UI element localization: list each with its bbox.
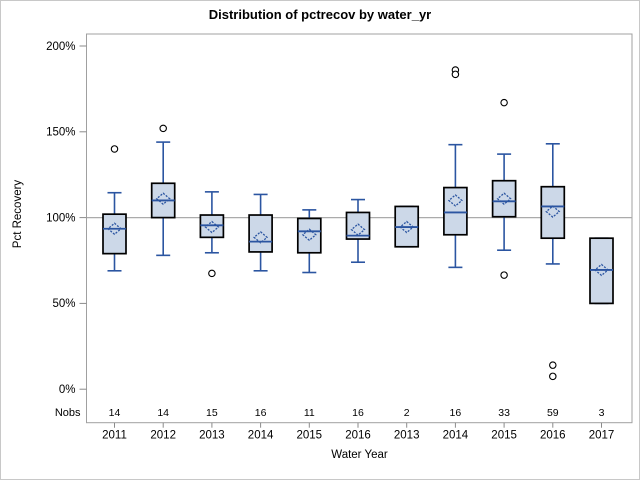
mean-diamond [593, 263, 610, 277]
y-tick-label: 0% [59, 384, 76, 396]
box-3-2014 [248, 214, 273, 253]
outlier-point [451, 70, 460, 79]
mean-diamond [301, 228, 317, 242]
outlier-point [500, 98, 508, 107]
mean-diamond [399, 220, 415, 234]
y-tick-label: 150% [46, 127, 75, 139]
x-tick-label: 2013 [394, 430, 420, 442]
box-8-2015 [491, 179, 517, 218]
nobs-value: 33 [498, 407, 510, 419]
x-tick-label: 2016 [345, 430, 371, 442]
mean-diamond [447, 194, 463, 207]
box-5-2016 [345, 211, 371, 240]
mean-diamond [545, 205, 561, 218]
mean-diamond [106, 222, 123, 236]
box-9-2016 [540, 185, 566, 240]
y-tick-label: 100% [46, 212, 75, 224]
nobs-value: 59 [547, 407, 559, 419]
nobs-value: 16 [255, 407, 267, 419]
x-tick-label: 2017 [589, 430, 615, 442]
chart-title: Distribution of pctrecov by water_yr [208, 7, 432, 22]
nobs-value: 15 [206, 407, 218, 419]
x-tick-label: 2016 [540, 430, 566, 442]
outlier-point [549, 361, 557, 369]
nobs-value: 16 [450, 407, 462, 419]
outlier-point [159, 124, 167, 133]
outlier-point [208, 269, 216, 278]
nobs-value: 2 [404, 407, 410, 419]
outlier-point [500, 271, 508, 279]
mean-diamond [204, 220, 220, 234]
y-tick-label: 50% [52, 298, 75, 310]
outlier-point [110, 145, 119, 153]
nobs-value: 16 [352, 407, 364, 419]
mean-diamond [253, 230, 269, 244]
nobs-value: 3 [599, 407, 605, 419]
nobs-value: 14 [109, 407, 121, 419]
y-tick-label: 200% [46, 41, 75, 53]
nobs-row-label: Nobs [55, 407, 81, 419]
x-axis-label: Water Year [331, 449, 388, 461]
x-tick-label: 2014 [443, 430, 469, 442]
x-tick-label: 2014 [248, 430, 274, 442]
x-tick-label: 2013 [199, 430, 225, 442]
outlier-point [549, 372, 557, 381]
box-4-2015 [296, 217, 322, 254]
x-tick-label: 2012 [150, 430, 176, 442]
nobs-value: 14 [157, 407, 169, 419]
nobs-value: 11 [304, 407, 315, 419]
plot-frame [86, 33, 633, 424]
x-tick-label: 2015 [491, 430, 517, 442]
mean-diamond [350, 223, 366, 236]
x-tick-label: 2015 [297, 430, 323, 442]
x-tick-label: 2011 [102, 430, 127, 442]
mean-diamond [155, 192, 171, 206]
mean-diamond [496, 192, 512, 206]
